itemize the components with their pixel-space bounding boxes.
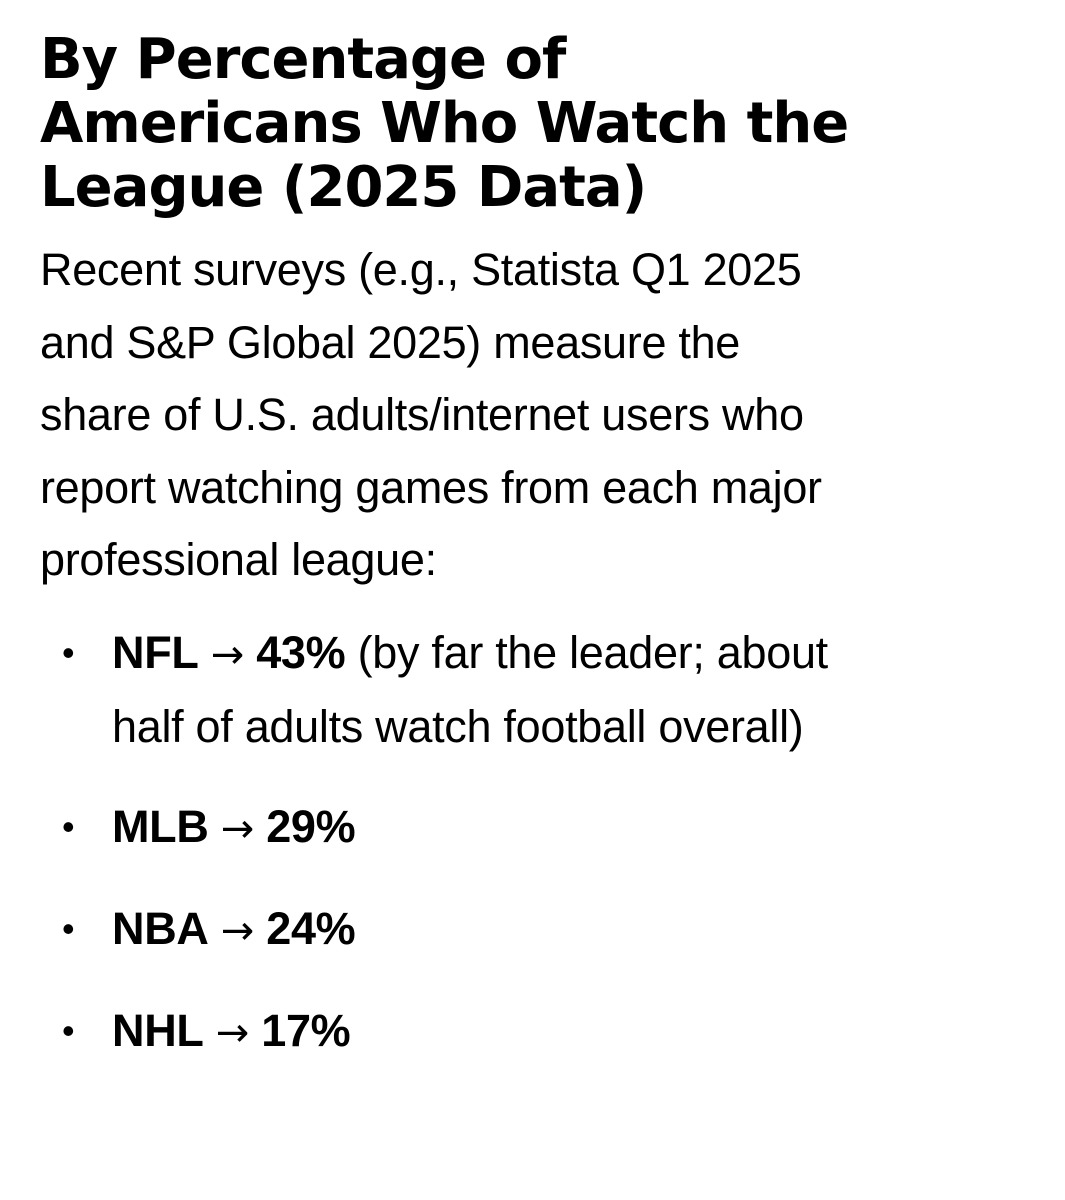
league-name: MLB bbox=[112, 800, 209, 852]
list-item-line: NFL → 43% (by far the leader; about bbox=[112, 617, 1040, 691]
league-percentage: 17% bbox=[261, 1004, 351, 1056]
intro-line: professional league: bbox=[40, 534, 437, 585]
league-name: NHL bbox=[112, 1004, 204, 1056]
list-item-nhl: • NHL → 17% bbox=[40, 995, 1040, 1069]
league-note-continued: half of adults watch football overall) bbox=[112, 700, 804, 752]
list-item-line: MLB → 29% bbox=[112, 791, 1040, 865]
arrow-right-icon: → bbox=[220, 907, 255, 954]
league-note: (by far the leader; about bbox=[357, 626, 829, 678]
league-name: NBA bbox=[112, 902, 209, 954]
title-line: Americans Who Watch the bbox=[40, 91, 849, 156]
league-percentage: 29% bbox=[266, 800, 356, 852]
bullet-dot-icon: • bbox=[62, 631, 75, 673]
intro-line: report watching games from each major bbox=[40, 461, 822, 513]
title-line: League (2025 Data) bbox=[40, 155, 647, 220]
list-item-mlb: • MLB → 29% bbox=[40, 791, 1040, 865]
list-item-nfl: • NFL → 43% (by far the leader; about ha… bbox=[40, 617, 1040, 763]
list-item-line: NBA → 24% bbox=[112, 893, 1040, 967]
title-line: By Percentage of bbox=[40, 27, 566, 92]
league-name: NFL bbox=[112, 626, 199, 678]
league-percentage: 43% bbox=[256, 626, 346, 678]
intro-line: Recent surveys (e.g., Statista Q1 2025 bbox=[40, 244, 802, 295]
article: By Percentage of Americans Who Watch the… bbox=[40, 28, 1040, 1097]
intro-paragraph: Recent surveys (e.g., Statista Q1 2025 a… bbox=[40, 234, 1040, 597]
list-item-nba: • NBA → 24% bbox=[40, 893, 1040, 967]
bullet-dot-icon: • bbox=[62, 1009, 75, 1051]
bullet-dot-icon: • bbox=[62, 805, 75, 847]
league-list: • NFL → 43% (by far the leader; about ha… bbox=[40, 617, 1040, 1069]
page-title: By Percentage of Americans Who Watch the… bbox=[40, 28, 1000, 220]
arrow-right-icon: → bbox=[215, 1009, 250, 1056]
intro-line: share of U.S. adults/internet users who bbox=[40, 389, 804, 440]
list-item-line: NHL → 17% bbox=[112, 995, 1040, 1069]
league-percentage: 24% bbox=[266, 902, 356, 954]
bullet-dot-icon: • bbox=[62, 907, 75, 949]
arrow-right-icon: → bbox=[210, 631, 245, 678]
arrow-right-icon: → bbox=[220, 805, 255, 852]
intro-line: and S&P Global 2025) measure the bbox=[40, 316, 741, 368]
